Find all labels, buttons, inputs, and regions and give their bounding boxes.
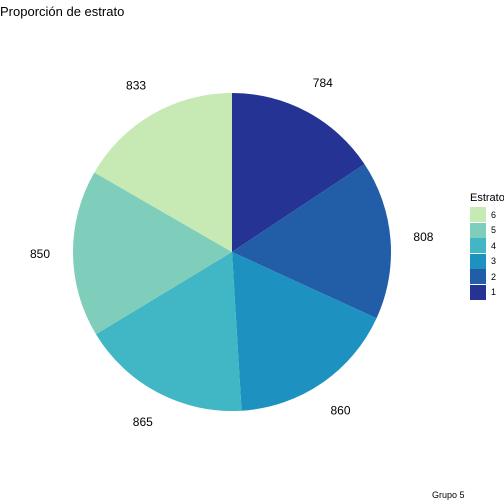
slice-value-label-6: 833: [126, 79, 146, 93]
legend-item-1: 1: [470, 284, 504, 301]
legend-item-3: 3: [470, 253, 504, 270]
slice-value-label-2: 808: [413, 230, 433, 244]
pie-slice-estrato-3: [232, 252, 377, 411]
legend-item-4: 4: [470, 238, 504, 254]
legend-label-4: 4: [491, 240, 497, 251]
pie-slice-estrato-2: [232, 164, 391, 319]
legend-item-2: 2: [470, 269, 504, 285]
legend-label-2: 2: [491, 271, 497, 282]
legend-item-5: 5: [470, 222, 504, 239]
slice-value-label-1: 784: [313, 76, 333, 90]
legend-label-6: 6: [491, 209, 497, 220]
chart-title: Proporción de estrato: [0, 4, 125, 19]
legend-title: Estrato: [470, 192, 504, 204]
legend-item-6: 6: [470, 207, 504, 223]
legend-label-1: 1: [491, 287, 497, 298]
pie-slice-estrato-4: [95, 252, 242, 411]
legend: Estrato 6 5 4 3 2 1: [470, 192, 504, 300]
chart-caption: Grupo 5: [432, 490, 465, 500]
legend-swatch-2: [470, 269, 486, 285]
slice-value-label-5: 850: [30, 247, 50, 261]
slice-value-label-3: 860: [331, 403, 351, 417]
legend-swatch-6: [470, 207, 486, 223]
legend-label-3: 3: [491, 256, 497, 267]
legend-swatch-5: [470, 222, 486, 238]
pie-slice-estrato-6: [94, 92, 233, 252]
legend-swatch-3: [470, 253, 486, 269]
legend-swatch-4: [470, 238, 486, 254]
slice-value-label-4: 865: [133, 415, 153, 429]
pie-slice-estrato-5: [73, 172, 232, 335]
pie-slice-estrato-1: [232, 93, 365, 252]
legend-label-5: 5: [491, 225, 497, 236]
legend-swatch-1: [470, 284, 486, 300]
